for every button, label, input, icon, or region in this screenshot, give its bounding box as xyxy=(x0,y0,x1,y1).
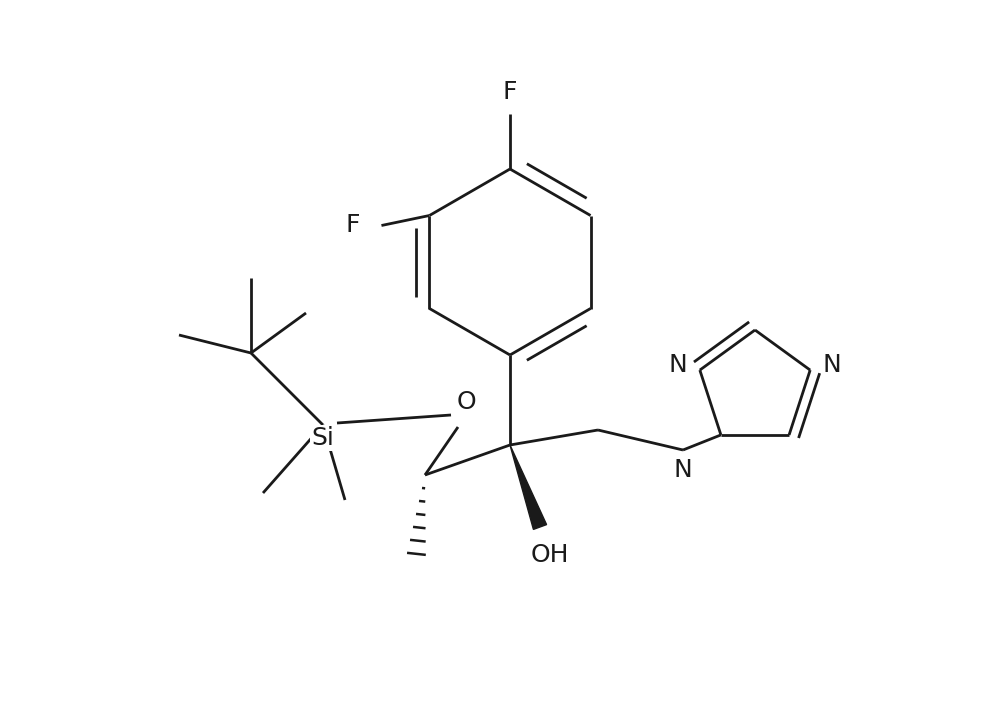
Text: O: O xyxy=(456,390,476,414)
Text: F: F xyxy=(345,214,360,238)
Text: OH: OH xyxy=(531,543,569,567)
Text: N: N xyxy=(674,458,693,482)
Text: F: F xyxy=(503,80,518,104)
Text: N: N xyxy=(823,353,842,377)
Text: Si: Si xyxy=(311,426,334,450)
Polygon shape xyxy=(510,445,546,529)
Text: N: N xyxy=(669,353,688,377)
